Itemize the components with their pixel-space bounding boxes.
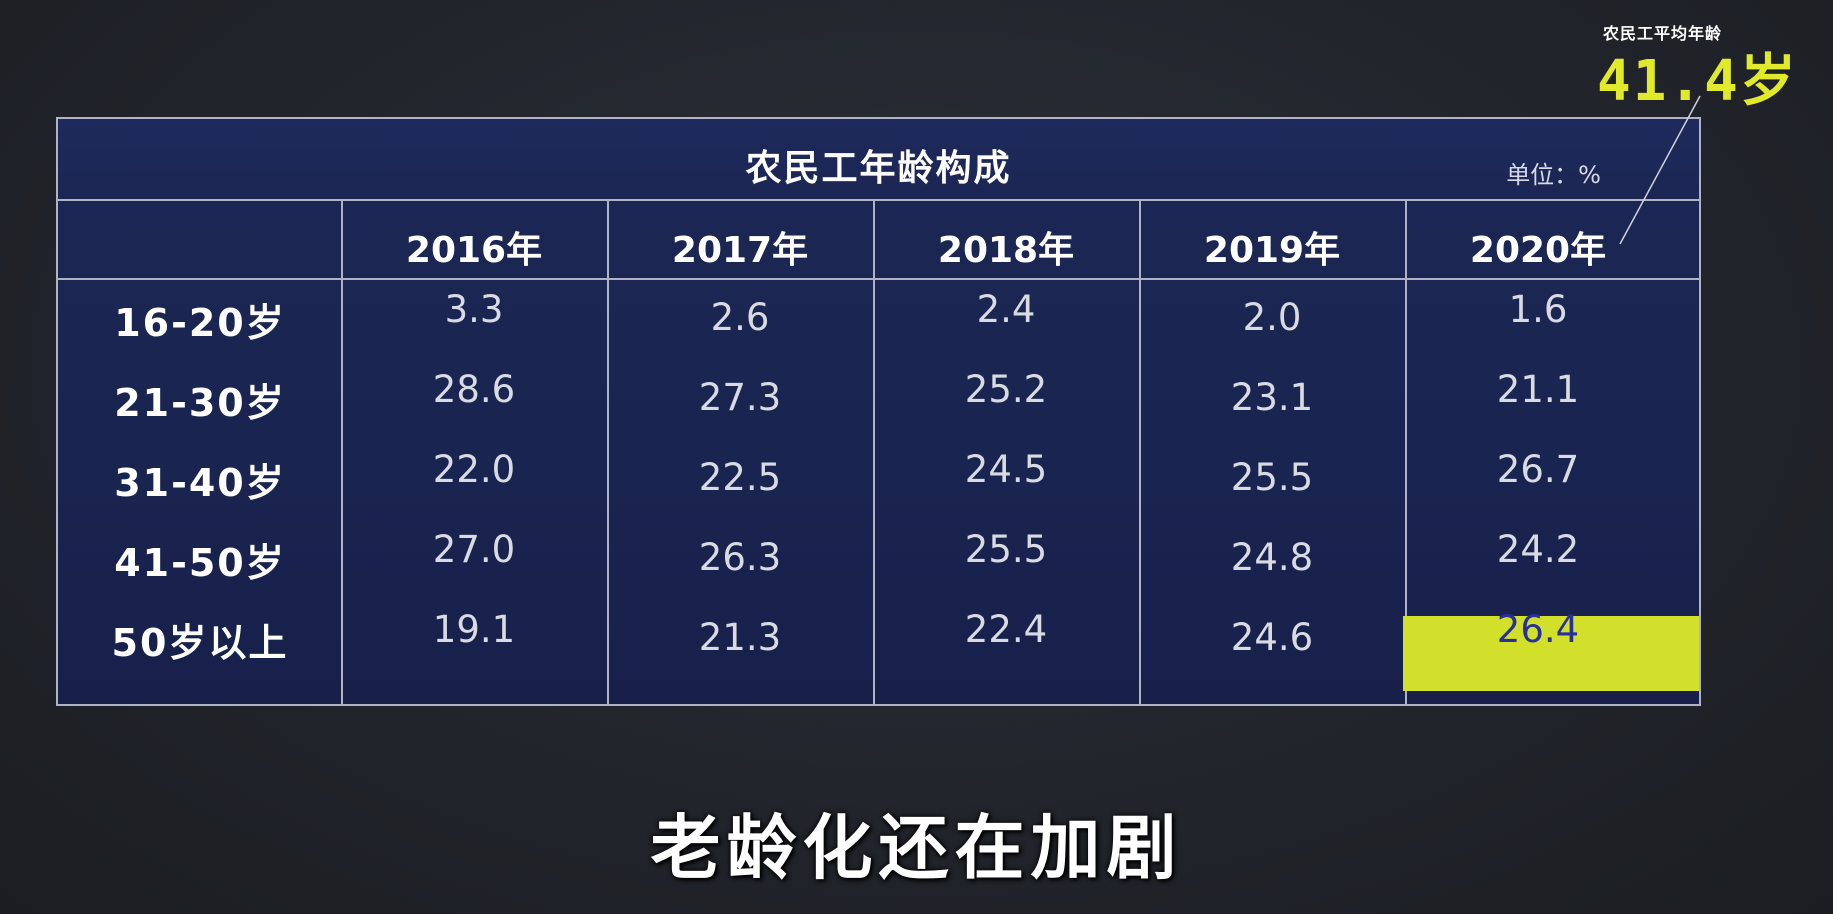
column-header: 2020年 bbox=[1469, 230, 1607, 271]
table-cell: 25.5 bbox=[964, 528, 1048, 571]
row-label: 21-30岁 bbox=[114, 381, 286, 425]
column-divider bbox=[607, 201, 609, 704]
table-cell: 3.3 bbox=[444, 288, 504, 331]
table-cell: 24.5 bbox=[964, 448, 1048, 491]
table-cell: 22.4 bbox=[964, 608, 1048, 651]
age-composition-table: 农民工年龄构成 单位：% 2016年 2017年 2018年 2019年 2020年 16… bbox=[56, 117, 1701, 706]
highlight-cell bbox=[1403, 616, 1699, 691]
table-cell: 21.3 bbox=[698, 616, 782, 659]
table-cell: 21.1 bbox=[1496, 368, 1580, 411]
table-cell: 24.6 bbox=[1230, 616, 1314, 659]
table-cell: 26.7 bbox=[1496, 448, 1580, 491]
table-cell: 25.2 bbox=[964, 368, 1048, 411]
callout-label: 农民工平均年龄 bbox=[1603, 24, 1723, 43]
table-cell: 19.1 bbox=[432, 608, 516, 651]
table-cell: 2.6 bbox=[710, 296, 770, 339]
column-divider bbox=[341, 201, 343, 704]
table-cell: 22.5 bbox=[698, 456, 782, 499]
column-divider bbox=[1139, 201, 1141, 704]
column-divider bbox=[1405, 201, 1407, 704]
table-cell: 23.1 bbox=[1230, 376, 1314, 419]
row-label: 16-20岁 bbox=[114, 301, 286, 345]
table-cell: 26.4 bbox=[1496, 608, 1580, 651]
row-label: 50岁以上 bbox=[111, 621, 289, 665]
table-cell: 27.3 bbox=[698, 376, 782, 419]
column-header: 2018年 bbox=[937, 230, 1075, 271]
row-label: 31-40岁 bbox=[114, 461, 286, 505]
caption-subtitle: 老龄化还在加剧 bbox=[650, 807, 1183, 889]
row-label: 41-50岁 bbox=[114, 541, 286, 585]
table-title-bar: 农民工年龄构成 单位：% bbox=[58, 119, 1699, 201]
table-cell: 28.6 bbox=[432, 368, 516, 411]
header-row bbox=[58, 201, 1699, 280]
table-cell: 22.0 bbox=[432, 448, 516, 491]
table-cell: 27.0 bbox=[432, 528, 516, 571]
column-header: 2017年 bbox=[671, 230, 809, 271]
table-cell: 26.3 bbox=[698, 536, 782, 579]
table-title: 农民工年龄构成 bbox=[745, 148, 1012, 189]
column-header: 2019年 bbox=[1203, 230, 1341, 271]
table-cell: 2.0 bbox=[1242, 296, 1302, 339]
table-cell: 24.2 bbox=[1496, 528, 1580, 571]
table-cell: 2.4 bbox=[976, 288, 1036, 331]
column-header: 2016年 bbox=[405, 230, 543, 271]
table-cell: 1.6 bbox=[1508, 288, 1568, 331]
table-cell: 25.5 bbox=[1230, 456, 1314, 499]
unit-label: 单位：% bbox=[1506, 161, 1601, 189]
table-cell: 24.8 bbox=[1230, 536, 1314, 579]
column-divider bbox=[873, 201, 875, 704]
